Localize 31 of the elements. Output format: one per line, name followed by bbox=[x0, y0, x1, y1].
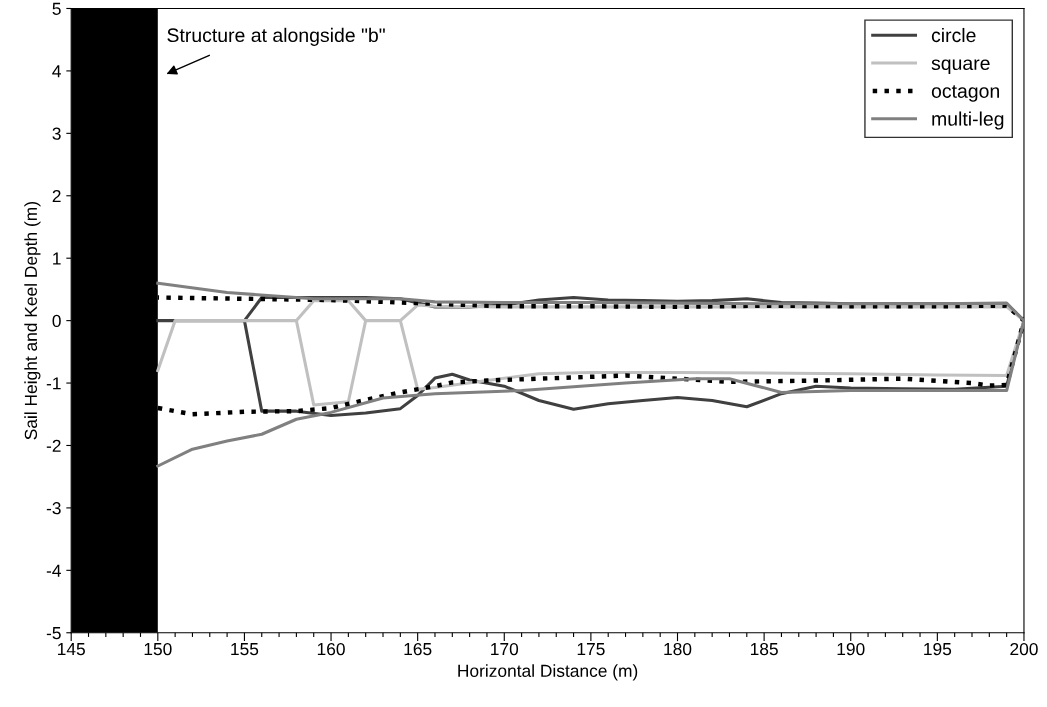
x-tick-label: 170 bbox=[491, 642, 519, 656]
y-tick-label: -3 bbox=[46, 502, 61, 515]
x-tick-label: 195 bbox=[924, 642, 952, 656]
x-tick-label: 175 bbox=[577, 643, 605, 656]
x-tick-label: 145 bbox=[58, 643, 85, 656]
x-tick-label: 185 bbox=[750, 642, 778, 656]
y-tick-label: 1 bbox=[53, 252, 61, 265]
legend-label: square bbox=[931, 59, 990, 74]
y-tick-label: -5 bbox=[46, 627, 61, 640]
x-tick-label: 150 bbox=[144, 642, 172, 656]
y-axis-title: Sail Height and Keel Depth (m) bbox=[24, 202, 41, 440]
legend-label: circle bbox=[931, 27, 976, 43]
y-tick-label: -1 bbox=[46, 377, 61, 390]
x-tick-label: 190 bbox=[837, 642, 865, 656]
x-tick-label: 180 bbox=[664, 642, 692, 656]
legend-label: multi-leg bbox=[932, 111, 1004, 130]
y-tick-label: 3 bbox=[52, 127, 61, 140]
y-tick-label: 0 bbox=[52, 314, 61, 328]
legend-label: octagon bbox=[931, 85, 999, 102]
x-tick-label: 200 bbox=[1010, 642, 1038, 656]
x-axis-title: Horizontal Distance (m) bbox=[458, 664, 638, 681]
annotation: Structure at alongside "b" bbox=[167, 27, 385, 46]
y-tick-label: 5 bbox=[52, 2, 61, 15]
x-tick-label: 160 bbox=[317, 642, 345, 656]
y-tick-label: -2 bbox=[46, 439, 61, 452]
line-series bbox=[156, 281, 1024, 468]
y-tick-label: -4 bbox=[46, 564, 61, 577]
y-tick-label: 2 bbox=[52, 189, 61, 203]
x-tick-label: 155 bbox=[231, 643, 259, 656]
y-tick-label: 4 bbox=[52, 65, 61, 78]
x-tick-label: 165 bbox=[404, 642, 432, 656]
